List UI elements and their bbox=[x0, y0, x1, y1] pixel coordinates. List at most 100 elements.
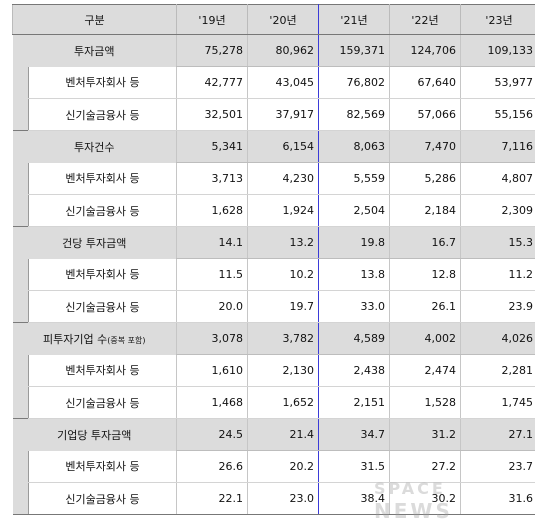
group-value-cell: 16.7 bbox=[389, 226, 461, 259]
table-row-sub: 신기술금융사 등 20.0 19.7 33.0 26.1 23.9 bbox=[12, 290, 535, 323]
indent-cell bbox=[12, 162, 29, 195]
group-label-text: 건당 투자금액 bbox=[62, 236, 127, 250]
sub-value-cell: 82,569 bbox=[318, 98, 390, 131]
sub-value-cell: 23.0 bbox=[247, 482, 319, 515]
table-header-row: 구분 '19년 '20년 '21년 '22년 '23년 bbox=[12, 4, 535, 35]
sub-label: 벤처투자회사 등 bbox=[28, 450, 177, 483]
sub-value-cell: 42,777 bbox=[176, 66, 248, 99]
group-value-cell: 15.3 bbox=[460, 226, 535, 259]
group-value-cell: 4,026 bbox=[460, 322, 535, 355]
group-value-cell: 159,371 bbox=[318, 34, 390, 67]
group-value-cell: 109,133 bbox=[460, 34, 535, 67]
sub-value-cell: 5,286 bbox=[389, 162, 461, 195]
group-value-cell: 4,002 bbox=[389, 322, 461, 355]
sub-value-cell: 38.4 bbox=[318, 482, 390, 515]
indent-cell bbox=[12, 194, 29, 227]
table-row-sub: 벤처투자회사 등 11.5 10.2 13.8 12.8 11.2 bbox=[12, 258, 535, 291]
header-year-2023: '23년 bbox=[460, 4, 535, 35]
sub-label: 신기술금융사 등 bbox=[28, 386, 177, 419]
sub-value-cell: 11.2 bbox=[460, 258, 535, 291]
sub-value-cell: 26.1 bbox=[389, 290, 461, 323]
sub-label: 신기술금융사 등 bbox=[28, 290, 177, 323]
header-year-2022: '22년 bbox=[389, 4, 461, 35]
sub-value-cell: 22.1 bbox=[176, 482, 248, 515]
table-row-sub: 벤처투자회사 등 3,713 4,230 5,559 5,286 4,807 bbox=[12, 162, 535, 195]
group-value-cell: 31.2 bbox=[389, 418, 461, 451]
sub-value-cell: 4,807 bbox=[460, 162, 535, 195]
sub-value-cell: 20.2 bbox=[247, 450, 319, 483]
sub-value-cell: 23.7 bbox=[460, 450, 535, 483]
header-year-2019: '19년 bbox=[176, 4, 248, 35]
sub-value-cell: 3,713 bbox=[176, 162, 248, 195]
sub-value-cell: 33.0 bbox=[318, 290, 390, 323]
table-row-group: 건당 투자금액 14.1 13.2 19.8 16.7 15.3 bbox=[12, 226, 535, 259]
group-value-cell: 13.2 bbox=[247, 226, 319, 259]
group-label: 기업당 투자금액 bbox=[12, 418, 177, 451]
sub-value-cell: 30.2 bbox=[389, 482, 461, 515]
sub-value-cell: 2,151 bbox=[318, 386, 390, 419]
sub-value-cell: 31.5 bbox=[318, 450, 390, 483]
group-label-note: (중복 포함) bbox=[107, 335, 146, 345]
table-row-group: 기업당 투자금액 24.5 21.4 34.7 31.2 27.1 bbox=[12, 418, 535, 451]
table-row-sub: 벤처투자회사 등 26.6 20.2 31.5 27.2 23.7 bbox=[12, 450, 535, 483]
header-year-2020: '20년 bbox=[247, 4, 319, 35]
group-value-cell: 21.4 bbox=[247, 418, 319, 451]
sub-value-cell: 1,610 bbox=[176, 354, 248, 387]
table-row-group: 피투자기업 수(중복 포함) 3,078 3,782 4,589 4,002 4,026 bbox=[12, 322, 535, 355]
table-row-sub: 신기술금융사 등 1,628 1,924 2,504 2,184 2,309 bbox=[12, 194, 535, 227]
sub-value-cell: 20.0 bbox=[176, 290, 248, 323]
sub-label: 신기술금융사 등 bbox=[28, 482, 177, 515]
group-value-cell: 27.1 bbox=[460, 418, 535, 451]
sub-value-cell: 67,640 bbox=[389, 66, 461, 99]
group-value-cell: 8,063 bbox=[318, 130, 390, 163]
indent-cell bbox=[12, 290, 29, 323]
table-row-sub: 신기술금융사 등 1,468 1,652 2,151 1,528 1,745 bbox=[12, 386, 535, 419]
group-label-text: 피투자기업 수 bbox=[43, 332, 108, 346]
statistics-table-container: 구분 '19년 '20년 '21년 '22년 '23년 투자금액 75,278 80… bbox=[12, 4, 535, 523]
group-value-cell: 14.1 bbox=[176, 226, 248, 259]
indent-cell bbox=[12, 386, 29, 419]
sub-label: 신기술금융사 등 bbox=[28, 194, 177, 227]
sub-value-cell: 1,652 bbox=[247, 386, 319, 419]
sub-value-cell: 1,628 bbox=[176, 194, 248, 227]
sub-value-cell: 43,045 bbox=[247, 66, 319, 99]
sub-label: 벤처투자회사 등 bbox=[28, 66, 177, 99]
indent-cell bbox=[12, 354, 29, 387]
group-label: 투자금액 bbox=[12, 34, 177, 67]
investment-statistics-table: 구분 '19년 '20년 '21년 '22년 '23년 투자금액 75,278 80… bbox=[12, 4, 535, 515]
sub-value-cell: 2,504 bbox=[318, 194, 390, 227]
table-body: 투자금액 75,278 80,962 159,371 124,706 109,133 벤처투… bbox=[12, 34, 535, 515]
sub-value-cell: 26.6 bbox=[176, 450, 248, 483]
sub-value-cell: 1,745 bbox=[460, 386, 535, 419]
group-value-cell: 6,154 bbox=[247, 130, 319, 163]
sub-value-cell: 2,184 bbox=[389, 194, 461, 227]
group-label-text: 투자건수 bbox=[74, 140, 115, 154]
sub-value-cell: 57,066 bbox=[389, 98, 461, 131]
sub-label: 신기술금융사 등 bbox=[28, 98, 177, 131]
group-value-cell: 7,470 bbox=[389, 130, 461, 163]
group-label-text: 기업당 투자금액 bbox=[57, 428, 132, 442]
header-year-2021: '21년 bbox=[318, 4, 390, 35]
sub-value-cell: 23.9 bbox=[460, 290, 535, 323]
indent-cell bbox=[12, 482, 29, 515]
indent-cell bbox=[12, 258, 29, 291]
group-value-cell: 4,589 bbox=[318, 322, 390, 355]
table-row-sub: 벤처투자회사 등 42,777 43,045 76,802 67,640 53,977 bbox=[12, 66, 535, 99]
sub-value-cell: 53,977 bbox=[460, 66, 535, 99]
table-row-sub: 벤처투자회사 등 1,610 2,130 2,438 2,474 2,281 bbox=[12, 354, 535, 387]
sub-value-cell: 37,917 bbox=[247, 98, 319, 131]
header-category: 구분 bbox=[12, 4, 177, 35]
sub-value-cell: 2,474 bbox=[389, 354, 461, 387]
table-row-sub: 신기술금융사 등 22.1 23.0 38.4 30.2 31.6 bbox=[12, 482, 535, 515]
sub-value-cell: 32,501 bbox=[176, 98, 248, 131]
sub-value-cell: 19.7 bbox=[247, 290, 319, 323]
group-value-cell: 7,116 bbox=[460, 130, 535, 163]
sub-value-cell: 10.2 bbox=[247, 258, 319, 291]
sub-value-cell: 1,528 bbox=[389, 386, 461, 419]
indent-cell bbox=[12, 450, 29, 483]
sub-value-cell: 2,130 bbox=[247, 354, 319, 387]
group-label: 투자건수 bbox=[12, 130, 177, 163]
table-row-group: 투자금액 75,278 80,962 159,371 124,706 109,133 bbox=[12, 34, 535, 67]
group-value-cell: 3,078 bbox=[176, 322, 248, 355]
group-value-cell: 34.7 bbox=[318, 418, 390, 451]
